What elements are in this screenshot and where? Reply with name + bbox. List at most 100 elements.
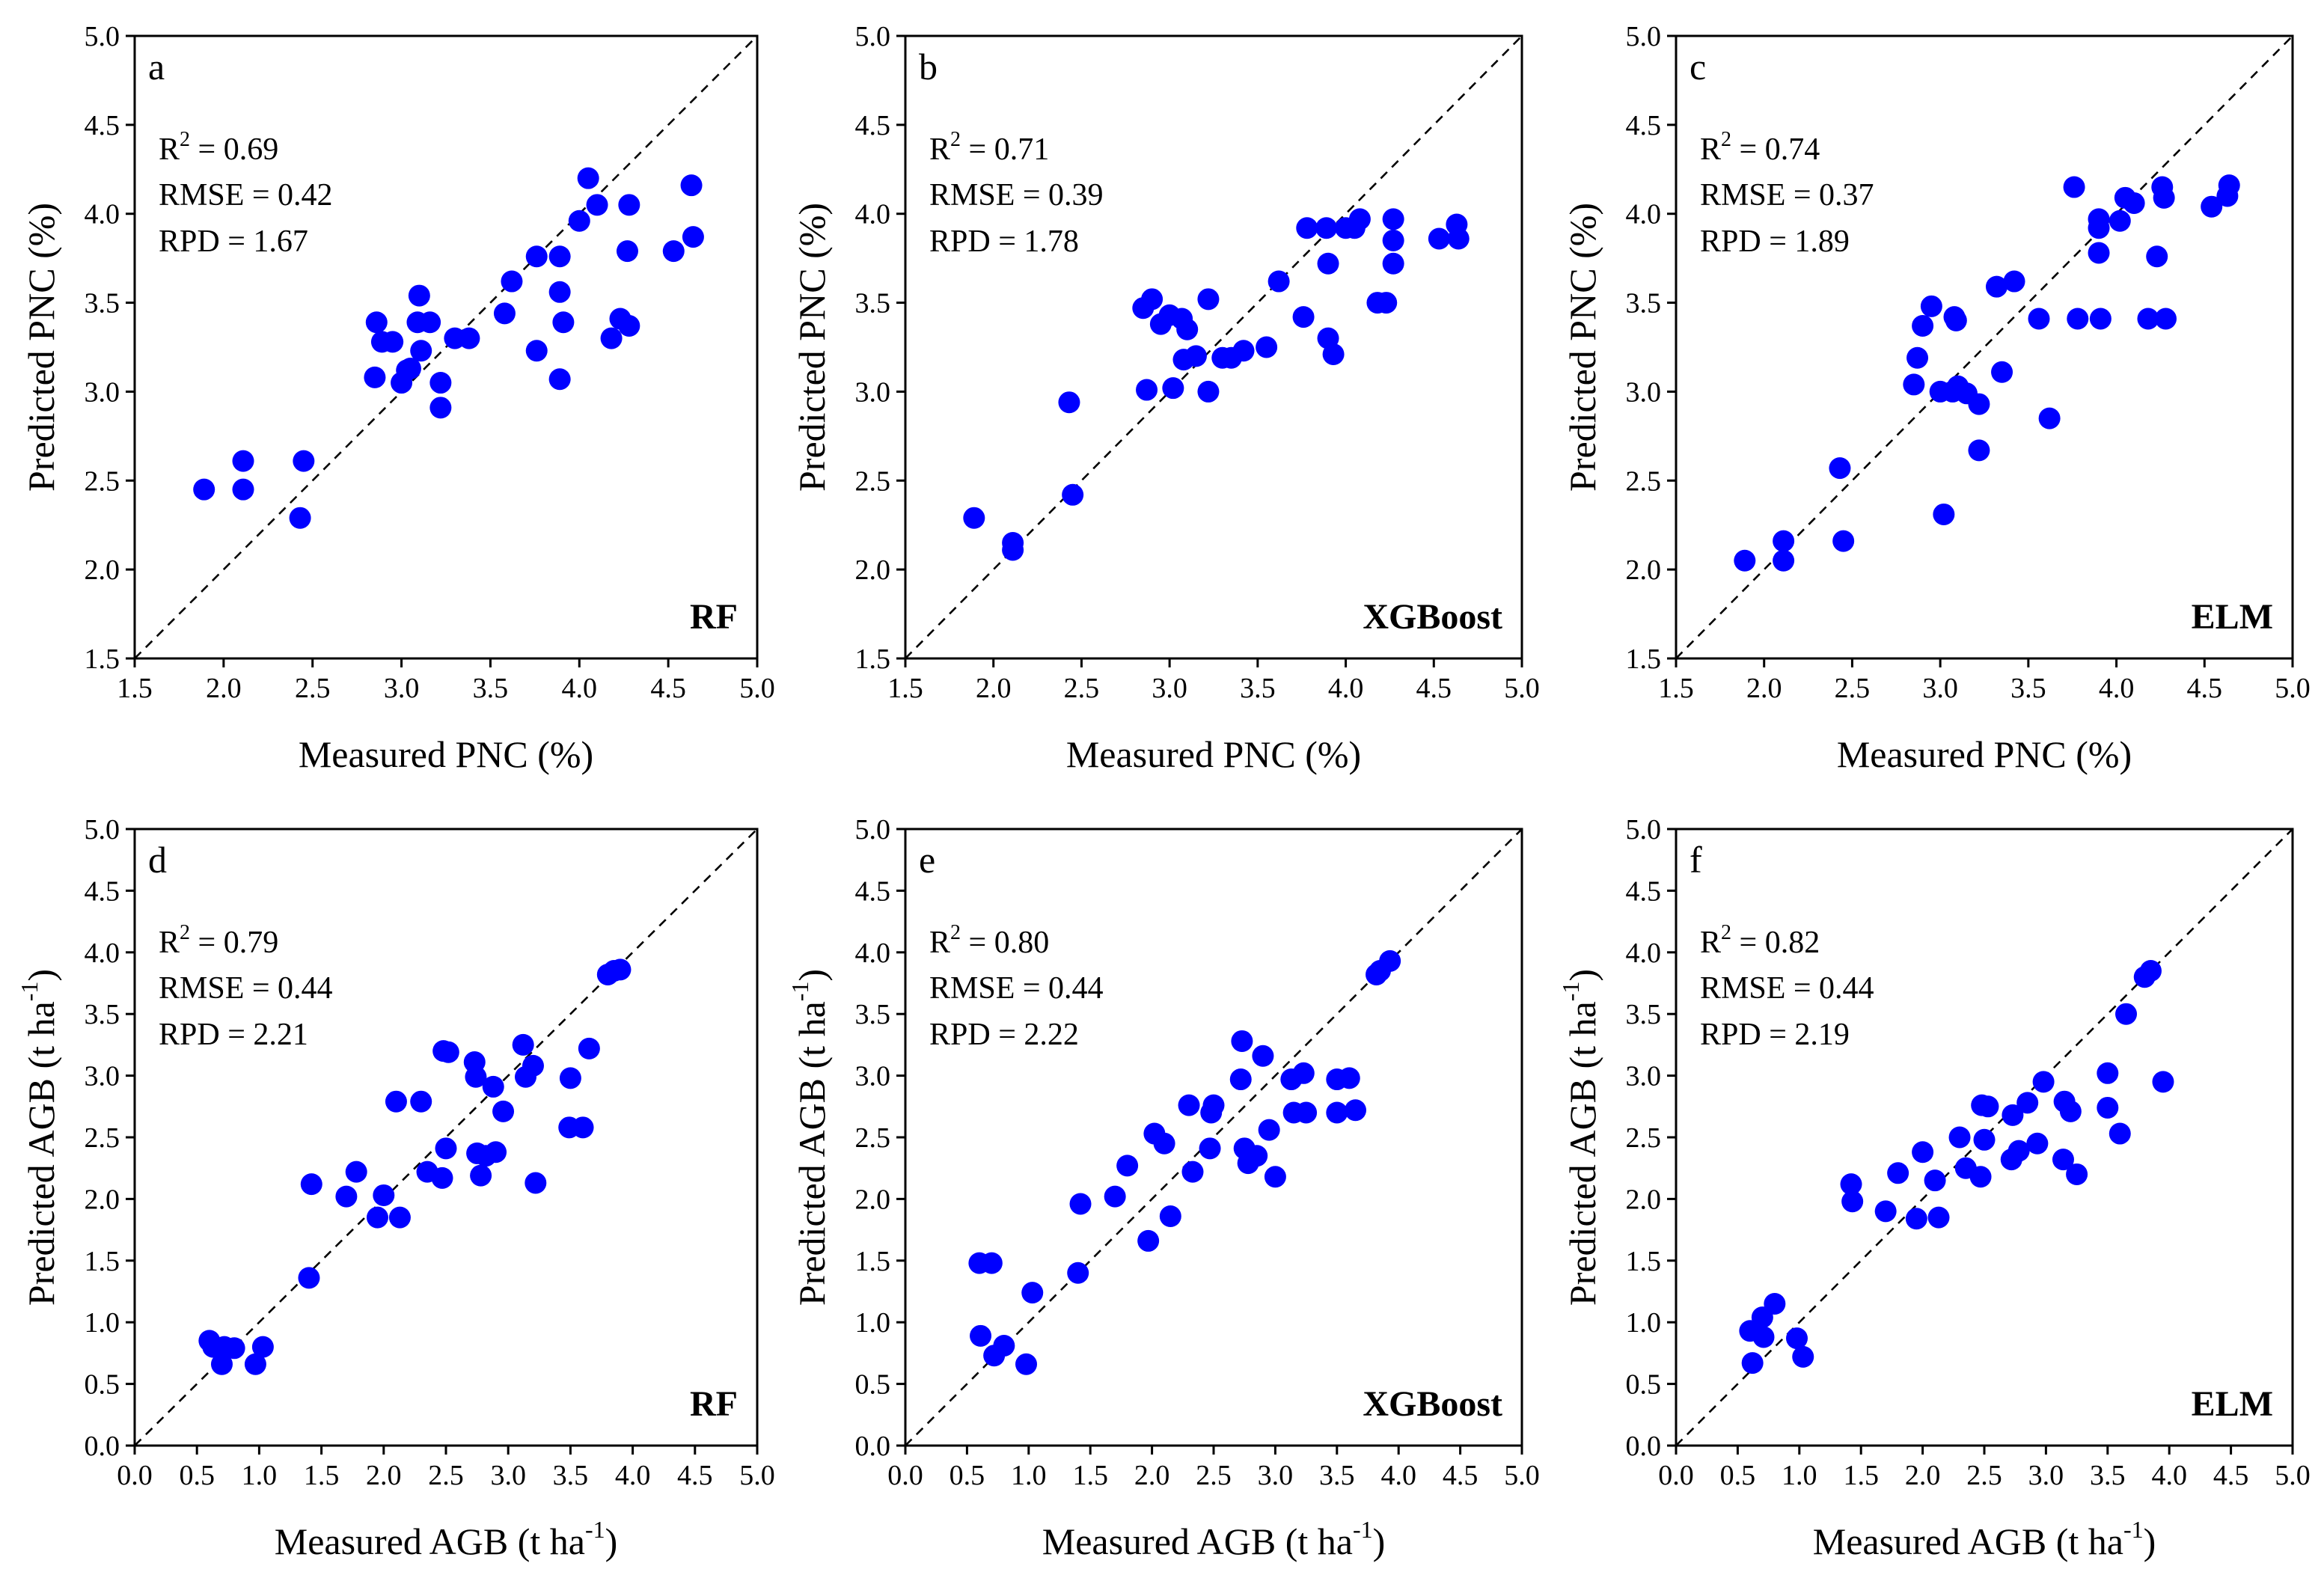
y-tick-label: 4.0 <box>85 938 120 969</box>
x-axis-title: Measured AGB (t ha-1) <box>275 1516 618 1562</box>
panel-b: 1.5 2.0 2.5 3.0 3.5 4.0 4.5 5.0 1.5 2.0 2.5 3.0 3.5 4… <box>791 21 1540 775</box>
data-point <box>1379 950 1401 972</box>
y-tick-label: 2.0 <box>855 1184 891 1215</box>
x-tick-label: 4.5 <box>2213 1460 2249 1491</box>
data-point <box>2109 210 2131 232</box>
x-tick-label: 3.5 <box>2010 673 2046 704</box>
data-point <box>293 450 315 472</box>
data-point <box>512 1033 534 1056</box>
y-tick-label: 2.5 <box>855 1122 891 1154</box>
y-tick-label: 2.0 <box>85 1184 120 1215</box>
x-tick-label: 3.5 <box>2090 1460 2126 1491</box>
data-point <box>2002 1104 2024 1126</box>
data-point <box>548 245 571 268</box>
data-point <box>437 1041 459 1063</box>
data-point <box>1062 483 1084 506</box>
y-tick-label: 2.5 <box>85 1122 120 1154</box>
x-tick-label: 3.0 <box>1258 1460 1294 1491</box>
y-tick-label: 5.0 <box>855 21 891 52</box>
model-label: XGBoost <box>1363 1384 1502 1424</box>
x-tick-label: 4.0 <box>1328 673 1364 704</box>
x-tick-label: 5.0 <box>1504 1460 1540 1491</box>
panel-letter: b <box>919 46 938 88</box>
y-tick-label: 4.0 <box>855 199 891 230</box>
x-tick-label: 3.0 <box>1922 673 1958 704</box>
x-tick-label: 2.0 <box>1134 1460 1170 1491</box>
x-tick-label: 0.0 <box>1658 1460 1694 1491</box>
stat-rpd: RPD = 2.22 <box>929 1018 1079 1052</box>
data-point <box>572 1116 594 1139</box>
data-point <box>410 1090 432 1113</box>
data-point <box>1322 343 1345 366</box>
y-tick-label: 1.0 <box>855 1307 891 1339</box>
data-point <box>223 1337 245 1360</box>
data-point <box>408 284 430 307</box>
data-point <box>1292 306 1315 328</box>
data-point <box>1985 275 2007 298</box>
data-point <box>1903 373 1925 396</box>
data-point <box>1153 1132 1175 1155</box>
x-tick-label: 3.0 <box>1152 673 1187 704</box>
data-point <box>1229 1068 1252 1091</box>
x-tick-label: 0.5 <box>1720 1460 1756 1491</box>
x-tick-label: 5.0 <box>1504 673 1540 704</box>
data-point <box>1773 530 1795 552</box>
data-point <box>2201 195 2223 218</box>
data-point <box>2063 176 2085 198</box>
data-point <box>1741 1352 1764 1374</box>
data-point <box>345 1161 367 1183</box>
y-tick-label: 0.5 <box>85 1369 120 1401</box>
data-point <box>1136 379 1158 401</box>
data-point <box>485 1141 507 1163</box>
data-point <box>2097 1062 2119 1084</box>
x-tick-label: 2.0 <box>206 673 242 704</box>
panel-c: 1.5 2.0 2.5 3.0 3.5 4.0 4.5 5.0 1.5 2.0 2.5 3.0 3.5 4… <box>1562 21 2311 775</box>
x-tick-label: 4.0 <box>1380 1460 1416 1491</box>
data-point <box>1197 288 1220 311</box>
x-tick-label: 4.5 <box>1416 673 1452 704</box>
plot-frame <box>133 34 759 660</box>
y-tick-label: 2.0 <box>1626 1184 1662 1215</box>
identity-line <box>1675 828 2293 1446</box>
x-tick-label: 2.0 <box>976 673 1012 704</box>
data-point <box>2026 1132 2049 1155</box>
stat-rmse: RMSE = 0.39 <box>929 178 1104 212</box>
data-point <box>429 372 452 394</box>
x-tick-label: 3.5 <box>553 1460 589 1491</box>
data-point <box>1447 227 1470 250</box>
x-tick-label: 1.5 <box>117 673 153 704</box>
data-point <box>385 1090 407 1113</box>
data-point <box>1232 340 1255 362</box>
y-tick-label: 4.5 <box>855 110 891 141</box>
x-tick-label: 1.5 <box>1658 673 1694 704</box>
data-point <box>458 327 480 349</box>
data-point <box>1792 1345 1814 1368</box>
data-point <box>525 340 548 362</box>
data-point <box>548 281 571 303</box>
stat-r2: R2 = 0.82 <box>1700 921 1820 960</box>
data-point <box>431 1166 453 1189</box>
data-point <box>1199 1137 1221 1160</box>
y-tick-label: 0.0 <box>855 1431 891 1462</box>
x-tick-label: 1.0 <box>242 1460 278 1491</box>
data-point <box>1162 377 1184 400</box>
data-point <box>2088 217 2110 239</box>
data-point <box>970 1324 992 1347</box>
data-point <box>335 1185 358 1208</box>
y-tick-label: 3.5 <box>855 999 891 1030</box>
y-tick-label: 1.5 <box>855 1246 891 1277</box>
y-tick-label: 4.5 <box>855 875 891 907</box>
data-point <box>1752 1326 1775 1348</box>
data-point <box>2218 174 2240 197</box>
y-tick-label: 3.5 <box>855 288 891 319</box>
data-point <box>559 1067 581 1089</box>
data-point <box>1141 288 1163 311</box>
stat-rmse: RMSE = 0.42 <box>159 178 333 212</box>
x-tick-label: 4.5 <box>1443 1460 1479 1491</box>
y-tick-label: 5.0 <box>855 814 891 845</box>
data-point <box>1912 314 1934 337</box>
stat-rpd: RPD = 1.78 <box>929 224 1079 259</box>
data-point <box>1920 295 1942 317</box>
data-point <box>1375 292 1398 314</box>
data-point <box>1933 503 1955 525</box>
